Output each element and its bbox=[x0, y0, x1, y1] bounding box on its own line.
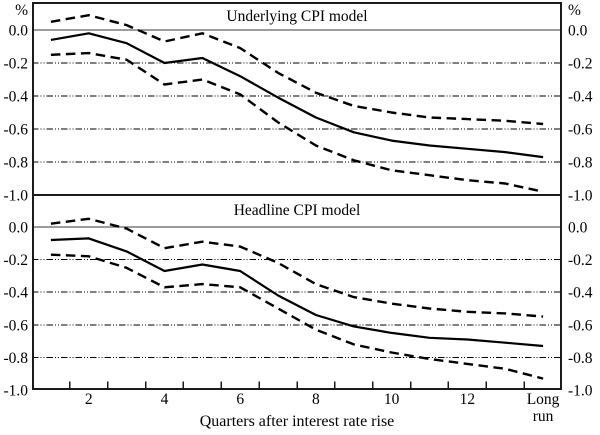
y-axis-label-left: -0.4 bbox=[3, 89, 28, 106]
y-axis-label-left: -0.6 bbox=[3, 317, 28, 334]
underlying-lower-band-line bbox=[50, 51, 544, 193]
x-tick-label: 2 bbox=[85, 391, 93, 408]
y-axis-label-right: -0.8 bbox=[568, 155, 593, 172]
y-axis-label-right: -0.4 bbox=[568, 285, 593, 302]
y-axis-label-left: -0.6 bbox=[3, 122, 28, 139]
headline-lower-band-line bbox=[50, 253, 544, 380]
y-axis-unit-right: % bbox=[568, 2, 581, 19]
y-axis-label-right: -0.6 bbox=[568, 122, 593, 139]
x-tick-label: 6 bbox=[236, 391, 244, 408]
x-tick-label: 4 bbox=[161, 391, 169, 408]
underlying-upper-band-line bbox=[50, 13, 544, 126]
x-axis-title: Quarters after interest rate rise bbox=[199, 413, 395, 430]
y-axis-label-left: -1.0 bbox=[3, 383, 28, 400]
headline-central-estimate-line bbox=[50, 237, 544, 348]
y-axis-label-right: 0.0 bbox=[568, 23, 588, 40]
y-axis-label-left: -0.2 bbox=[3, 252, 28, 269]
y-axis-label-left: -0.4 bbox=[3, 285, 28, 302]
y-axis-label-left: 0.0 bbox=[9, 23, 29, 40]
y-axis-label-left: -0.2 bbox=[3, 56, 28, 73]
y-axis-label-right: -1.0 bbox=[568, 188, 593, 205]
x-tick-label: 12 bbox=[460, 391, 476, 408]
y-axis-label-right: -0.2 bbox=[568, 252, 593, 269]
panel-title-underlying: Underlying CPI model bbox=[226, 8, 368, 25]
y-axis-label-right: -0.6 bbox=[568, 317, 593, 334]
y-axis-label-left: -0.8 bbox=[3, 350, 28, 367]
x-tick-label: 10 bbox=[384, 391, 400, 408]
y-axis-label-right: 0.0 bbox=[568, 220, 588, 237]
y-axis-label-left: -0.8 bbox=[3, 155, 28, 172]
y-axis-label-left: 0.0 bbox=[9, 220, 29, 237]
y-axis-label-right: -0.8 bbox=[568, 350, 593, 367]
headline-upper-band-line bbox=[50, 217, 544, 318]
y-axis-label-right: -1.0 bbox=[568, 383, 593, 400]
y-axis-label-right: -0.4 bbox=[568, 89, 593, 106]
panel-title-headline: Headline CPI model bbox=[233, 202, 361, 219]
y-axis-label-left: -1.0 bbox=[3, 188, 28, 205]
y-axis-label-right: -0.2 bbox=[568, 56, 593, 73]
y-axis-unit-left: % bbox=[15, 2, 28, 19]
x-tick-label-line2: run bbox=[533, 408, 554, 425]
x-tick-label: Long bbox=[527, 391, 560, 408]
x-tick-label: 8 bbox=[312, 391, 320, 408]
underlying-central-estimate-line bbox=[50, 32, 544, 159]
